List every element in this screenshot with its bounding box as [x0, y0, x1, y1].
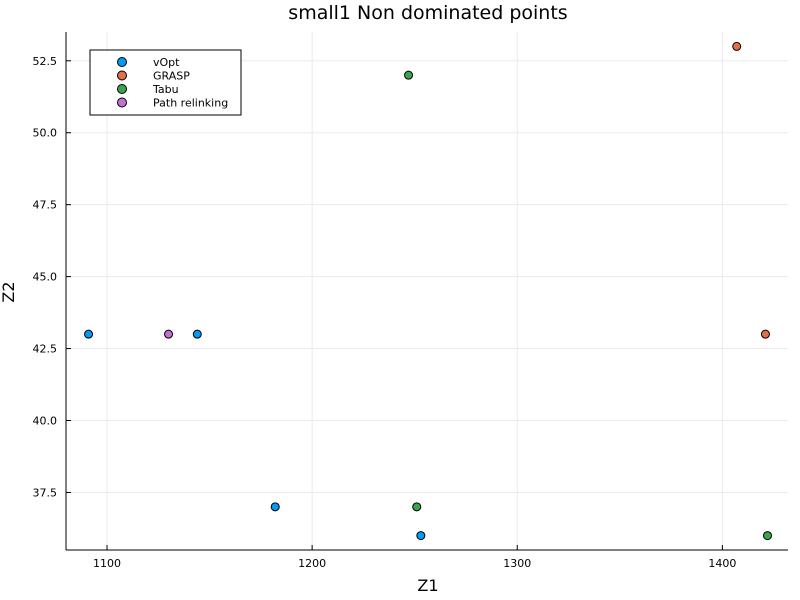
legend-label: Tabu: [152, 83, 179, 96]
x-tick-label: 1300: [503, 557, 531, 570]
x-axis-label: Z1: [417, 576, 438, 595]
y-tick-label: 52.5: [33, 55, 58, 68]
y-tick-label: 50.0: [33, 127, 58, 140]
legend-marker: [117, 70, 127, 81]
data-point: [412, 502, 422, 512]
x-tick-label: 1100: [93, 557, 121, 570]
y-tick-label: 37.5: [33, 486, 58, 499]
legend-label: GRASP: [153, 70, 190, 83]
data-points: [84, 41, 772, 541]
y-tick-label: 45.0: [33, 271, 58, 284]
y-tick-label: 47.5: [33, 199, 58, 212]
data-point: [762, 531, 772, 541]
x-tick-label: 1200: [298, 557, 326, 570]
data-point: [416, 531, 426, 541]
legend-box: [89, 49, 242, 116]
y-axis-label: Z2: [0, 281, 18, 302]
data-point: [404, 70, 414, 80]
y-tick-label: 40.0: [33, 415, 58, 428]
legend-label: vOpt: [153, 56, 180, 69]
legend-marker: [117, 97, 127, 108]
data-point: [270, 502, 280, 512]
data-point: [84, 329, 94, 339]
legend-marker: [117, 57, 127, 67]
data-point: [732, 41, 742, 51]
y-tick-label: 42.5: [33, 343, 58, 356]
data-point: [164, 329, 174, 339]
chart-title: small1 Non dominated points: [288, 2, 567, 24]
data-point: [760, 329, 770, 339]
data-point: [192, 329, 202, 339]
legend-marker: [117, 84, 127, 94]
ticks: 1100 1200 1300 1400 37.5 40.0 42.5 45.0 47.5 50.0…: [33, 55, 737, 570]
legend-label: Path relinking: [153, 97, 228, 110]
axes: [65, 32, 788, 551]
x-tick-label: 1400: [708, 557, 736, 570]
